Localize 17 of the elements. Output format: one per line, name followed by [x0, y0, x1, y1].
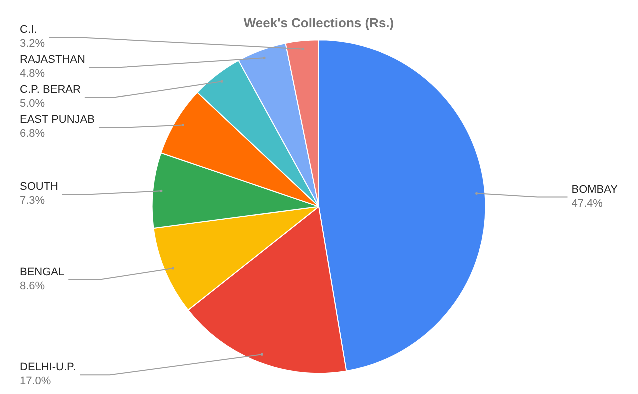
data-label: 4.8%	[20, 68, 46, 80]
slice-label: RAJASTHAN	[20, 54, 86, 66]
data-label: 17.0%	[20, 376, 52, 388]
chart-title: Week's Collections (Rs.)	[244, 15, 394, 30]
slice-label: C.I.	[20, 24, 38, 36]
data-label: 7.3%	[20, 195, 46, 208]
data-label: 47.4%	[572, 198, 604, 210]
data-label: 5.0%	[20, 98, 46, 110]
slice-label: DELHI-U.P.	[20, 362, 76, 374]
data-label: 3.2%	[20, 38, 46, 50]
data-label: 8.6%	[20, 280, 46, 293]
slice-label: BENGAL	[20, 266, 65, 279]
slice-label: BOMBAY	[572, 184, 619, 196]
slice-label: C.P. BERAR	[20, 84, 81, 96]
data-label: 6.8%	[20, 128, 46, 140]
slice-label: EAST PUNJAB	[20, 114, 95, 126]
slice-label: SOUTH	[20, 181, 59, 194]
